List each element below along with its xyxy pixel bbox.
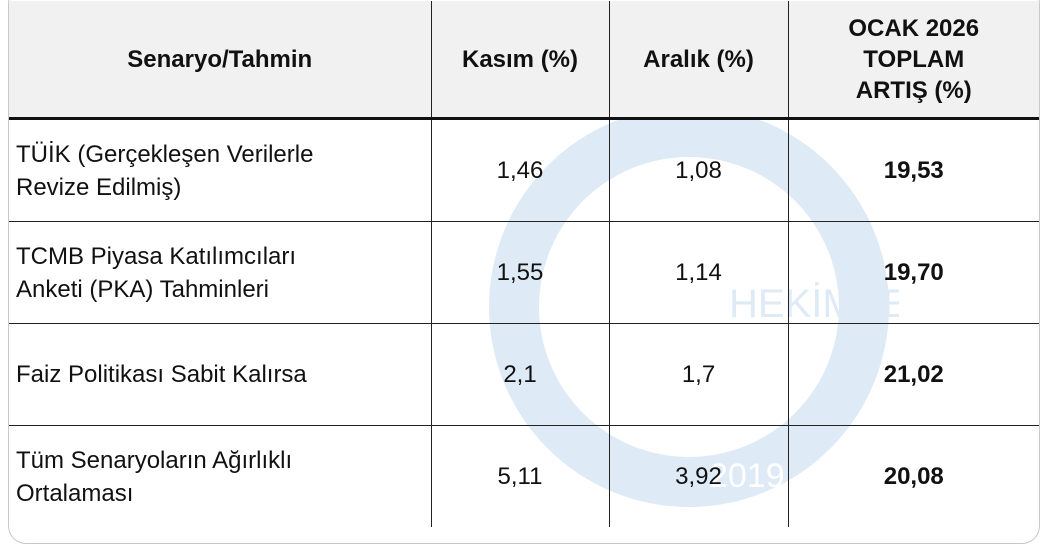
kasim-value: 5,11 [430,425,609,527]
scenario-name: TÜİK (Gerçekleşen Verilerle Revize Edilmi… [9,118,431,222]
kasim-value: 1,46 [430,118,609,222]
total-value: 19,53 [787,118,1039,222]
scenario-name-line: Tüm Senaryoların Ağırlıklı [16,446,293,474]
total-value: 19,70 [787,221,1039,324]
kasim-value: 2,1 [430,323,609,426]
aralik-value: 1,7 [608,323,788,426]
header-total-line: TOPLAM [863,45,965,73]
header-kasim: Kasım (%) [430,1,609,120]
scenario-name: TCMB Piyasa Katılımcıları Anketi (PKA) Ta… [9,221,431,324]
header-total: OCAK 2026 TOPLAM ARTIŞ (%) [787,1,1039,120]
scenario-name-line: TCMB Piyasa Katılımcıları [16,242,297,270]
header-row: Senaryo/Tahmin Kasım (%) Aralık (%) OCAK… [9,1,1039,120]
aralik-value: 1,14 [608,221,788,324]
header-total-line: OCAK 2026 [848,14,980,42]
table-row: Tüm Senaryoların Ağırlıklı Ortalaması 5,11… [9,425,1039,528]
header-total-line: ARTIŞ (%) [855,76,972,104]
header-aralik: Aralık (%) [608,1,788,120]
scenario-name: Tüm Senaryoların Ağırlıklı Ortalaması [9,426,431,528]
total-value: 21,02 [787,323,1039,426]
table-row: TCMB Piyasa Katılımcıları Anketi (PKA) Ta… [9,221,1039,324]
scenario-name-line: Ortalaması [16,479,134,507]
header-scenario: Senaryo/Tahmin [9,1,431,120]
scenario-table: Senaryo/Tahmin Kasım (%) Aralık (%) OCAK… [9,1,1039,527]
scenario-name-line: Anketi (PKA) Tahminleri [16,275,269,303]
table-card: HEKİMSEN 2019 Senaryo/Tahmin Kasım (%) A… [8,0,1040,544]
total-value: 20,08 [787,425,1039,527]
table-row: TÜİK (Gerçekleşen Verilerle Revize Edilmi… [9,118,1039,222]
aralik-value: 1,08 [608,118,788,222]
aralik-value: 3,92 [608,425,788,527]
kasim-value: 1,55 [430,221,609,324]
scenario-name: Faiz Politikası Sabit Kalırsa [9,323,431,426]
scenario-name-line: Faiz Politikası Sabit Kalırsa [16,361,307,388]
scenario-name-line: TÜİK (Gerçekleşen Verilerle [16,140,314,168]
scenario-name-line: Revize Edilmiş) [16,173,182,201]
table-row: Faiz Politikası Sabit Kalırsa 2,1 1,7 21,02 [9,323,1039,426]
